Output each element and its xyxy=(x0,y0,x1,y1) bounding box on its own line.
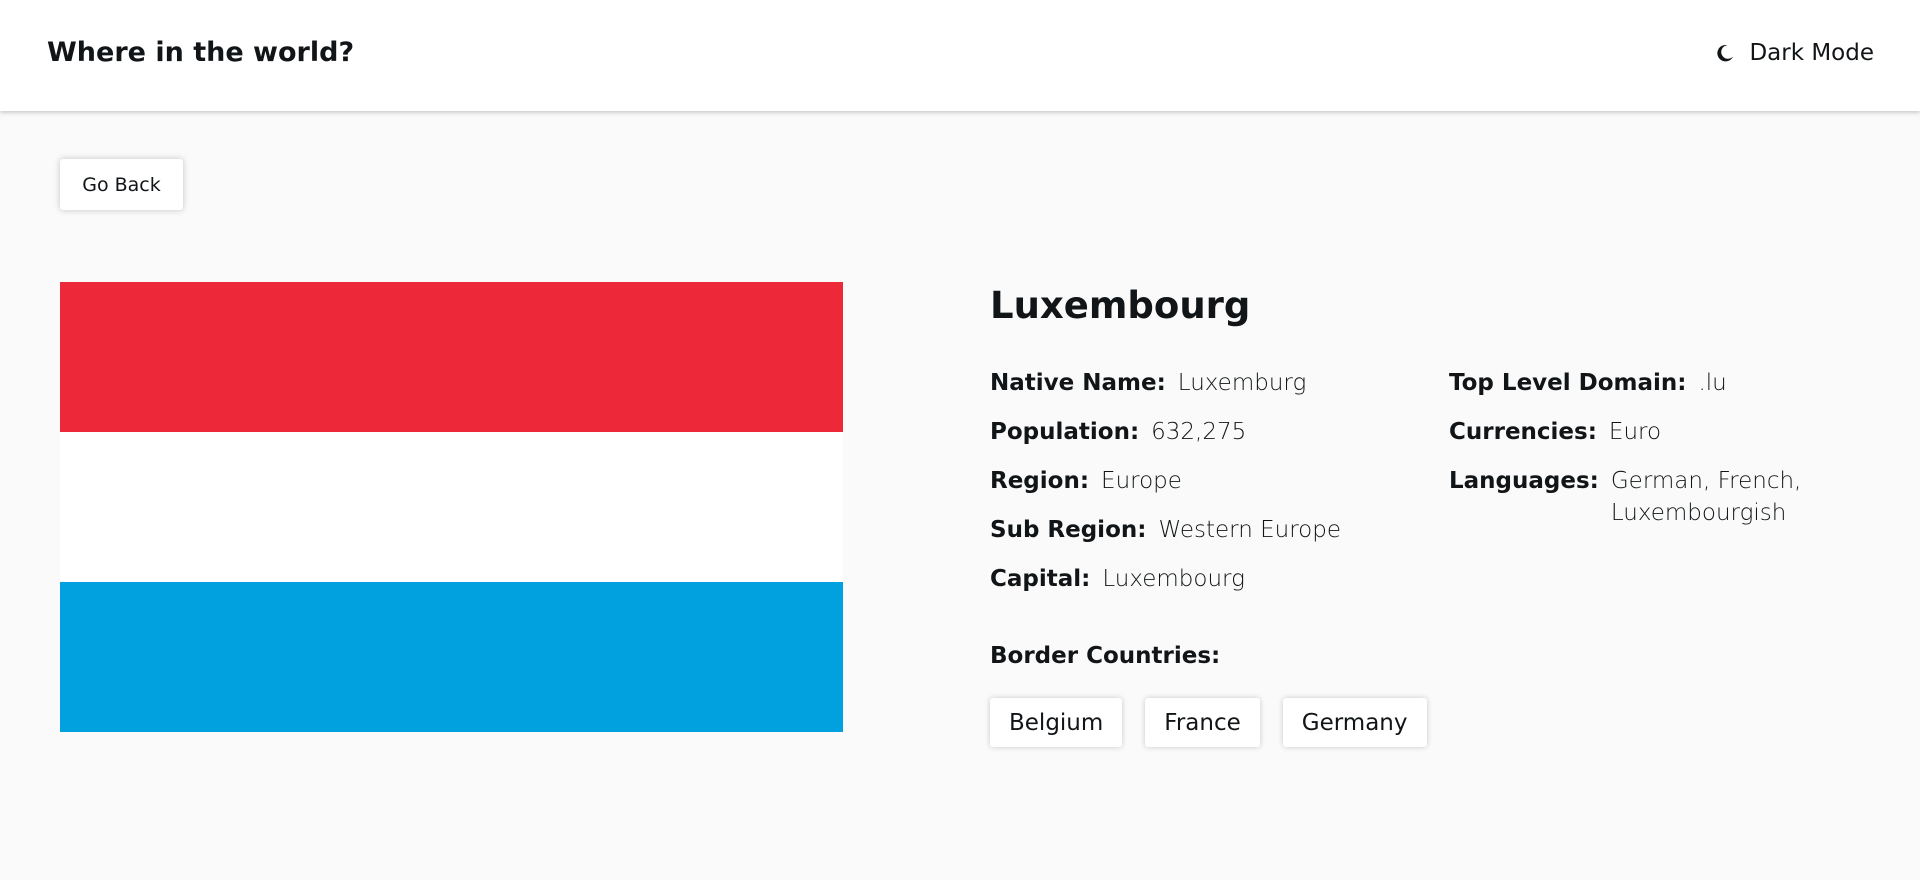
detail-label: Top Level Domain: xyxy=(1449,370,1687,396)
moon-icon xyxy=(1717,44,1734,62)
detail-currencies: Currencies: Euro xyxy=(1449,416,1879,448)
flag-stripe-blue xyxy=(60,582,843,732)
detail-label: Sub Region: xyxy=(990,517,1147,543)
border-countries-label: Border Countries: xyxy=(990,643,1221,669)
app-header: Where in the world? Dark Mode xyxy=(0,0,1920,111)
detail-value: Western Europe xyxy=(1158,517,1341,543)
app-title: Where in the world? xyxy=(47,37,355,68)
detail-value: German, French, Luxembourgish xyxy=(1610,468,1802,526)
detail-value: Euro xyxy=(1608,419,1662,445)
flag-stripe-red xyxy=(60,282,843,432)
border-countries-list: Belgium France Germany xyxy=(990,698,1427,747)
country-flag-image xyxy=(60,282,843,732)
detail-capital: Capital: Luxembourg xyxy=(990,563,1430,595)
border-country-button[interactable]: Germany xyxy=(1282,698,1427,747)
country-name: Luxembourg xyxy=(990,284,1251,327)
detail-native-name: Native Name: Luxemburg xyxy=(990,367,1430,399)
border-country-button[interactable]: France xyxy=(1145,698,1260,747)
detail-label: Region: xyxy=(990,468,1090,494)
detail-value: Luxemburg xyxy=(1177,370,1307,396)
detail-label: Capital: xyxy=(990,566,1091,592)
detail-value: .lu xyxy=(1698,370,1727,396)
detail-top-level-domain: Top Level Domain: .lu xyxy=(1449,367,1879,399)
dark-mode-toggle[interactable]: Dark Mode xyxy=(1715,40,1874,66)
detail-value: Luxembourg xyxy=(1102,566,1245,592)
dark-mode-label: Dark Mode xyxy=(1749,40,1874,66)
detail-population: Population: 632,275 xyxy=(990,416,1430,448)
details-right-column: Top Level Domain: .lu Currencies: Euro L… xyxy=(1449,367,1879,546)
go-back-button[interactable]: Go Back xyxy=(60,159,183,210)
border-country-button[interactable]: Belgium xyxy=(990,698,1123,747)
detail-languages: Languages: German, French, Luxembourgish xyxy=(1449,465,1879,529)
detail-label: Languages: xyxy=(1449,468,1599,494)
details-left-column: Native Name: Luxemburg Population: 632,2… xyxy=(990,367,1430,612)
detail-label: Native Name: xyxy=(990,370,1166,396)
detail-label: Currencies: xyxy=(1449,419,1597,445)
detail-value: 632,275 xyxy=(1151,419,1247,445)
detail-value: Europe xyxy=(1101,468,1182,494)
detail-sub-region: Sub Region: Western Europe xyxy=(990,514,1430,546)
flag-stripe-white xyxy=(60,432,843,582)
detail-region: Region: Europe xyxy=(990,465,1430,497)
detail-label: Population: xyxy=(990,419,1140,445)
